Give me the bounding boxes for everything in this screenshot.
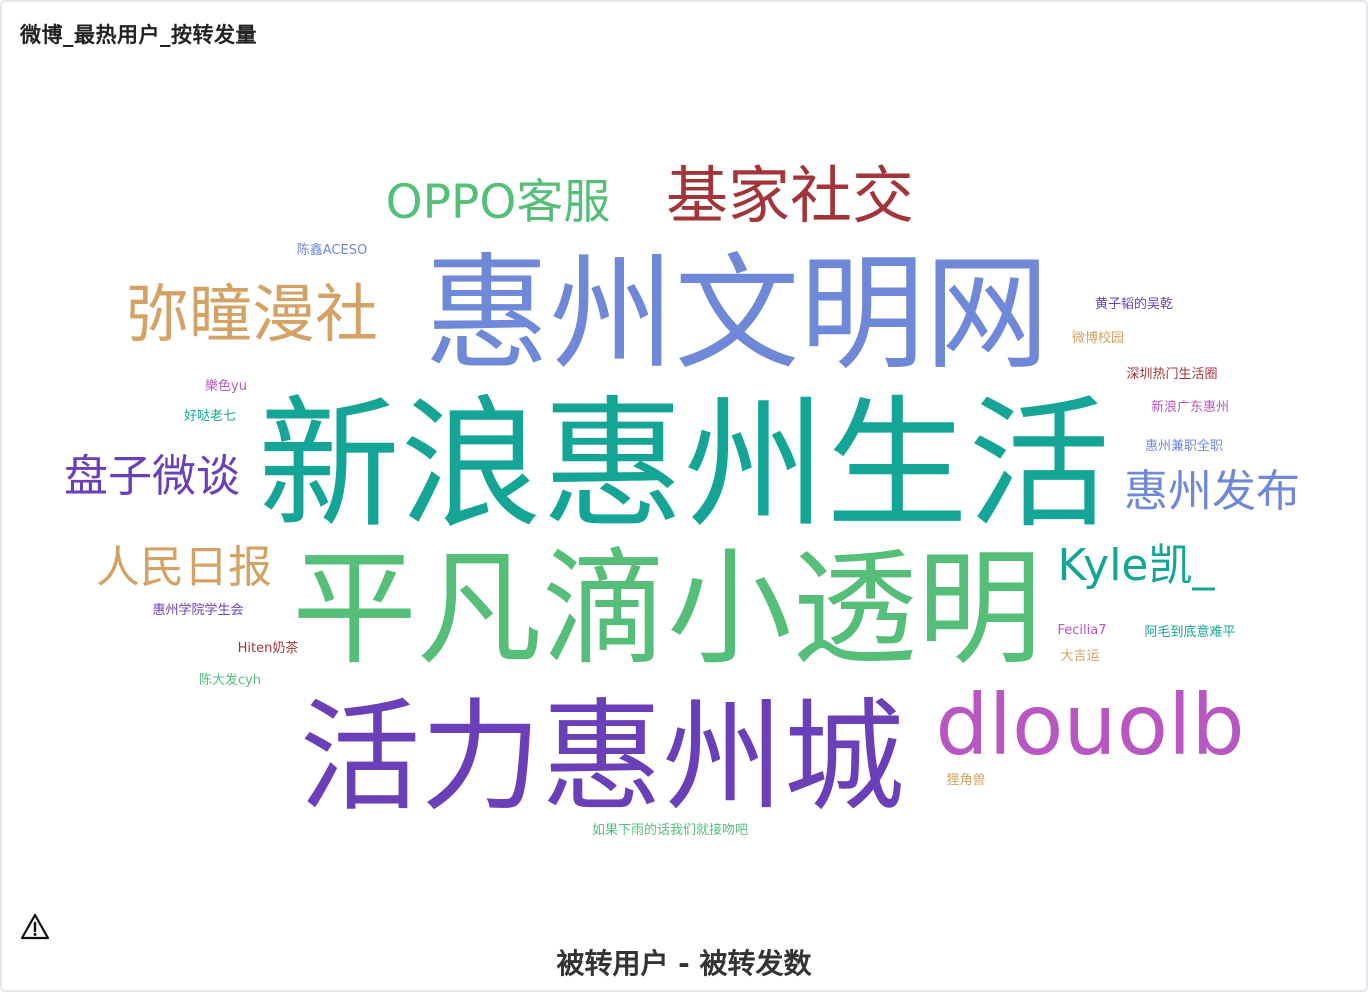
word-cloud-term: 盘子微谈 — [64, 451, 240, 502]
word-cloud-term: 黄子韬的吴乾 — [1095, 296, 1173, 312]
word-cloud-term: 惠州兼职全职 — [1145, 438, 1223, 454]
word-cloud-term: 弥瞳漫社 — [126, 278, 378, 351]
word-cloud-term: 好哒老七 — [184, 408, 236, 424]
word-cloud-term: 狸角兽 — [946, 773, 985, 788]
word-cloud-term: 深圳热门生活圈 — [1126, 367, 1217, 382]
word-cloud-term: Hiten奶茶 — [238, 640, 299, 656]
word-cloud-term: 陈大发cyh — [199, 672, 261, 688]
word-cloud-term: 如果下雨的话我们就接吻吧 — [592, 822, 748, 838]
word-cloud-term: 惠州发布 — [1124, 466, 1300, 517]
word-cloud-term: 活力惠州城 — [299, 687, 904, 828]
word-cloud-term: 惠州文明网 — [425, 242, 1050, 387]
word-cloud-term: 平凡滴小透明 — [292, 537, 1042, 682]
word-cloud-term: Kyle凯_ — [1058, 540, 1216, 591]
chart-title: 微博_最热用户_按转发量 — [20, 23, 257, 47]
word-cloud-term: 基家社交 — [666, 159, 914, 232]
word-cloud-term: 樂色yu — [205, 378, 247, 394]
word-cloud-term: OPPO客服 — [386, 175, 611, 230]
word-cloud-term: 惠州学院学生会 — [152, 602, 243, 618]
word-cloud-term: 新浪广东惠州 — [1151, 399, 1229, 415]
warning-triangle-icon[interactable] — [20, 912, 50, 942]
word-cloud-term: 微博校园 — [1072, 330, 1124, 346]
word-cloud-term: 陈鑫ACESO — [297, 242, 367, 258]
chart-xlabel: 被转用户 - 被转发数 — [556, 947, 812, 980]
word-cloud-term: 人民日报 — [96, 542, 272, 593]
word-cloud-term: 大吉运 — [1060, 649, 1099, 664]
word-cloud-term: dlouolb — [935, 676, 1244, 774]
word-cloud-term: 阿毛到底意难平 — [1144, 624, 1235, 640]
word-cloud-term: Fecilia7 — [1058, 623, 1107, 638]
word-cloud-term: 新浪惠州生活 — [258, 383, 1110, 548]
